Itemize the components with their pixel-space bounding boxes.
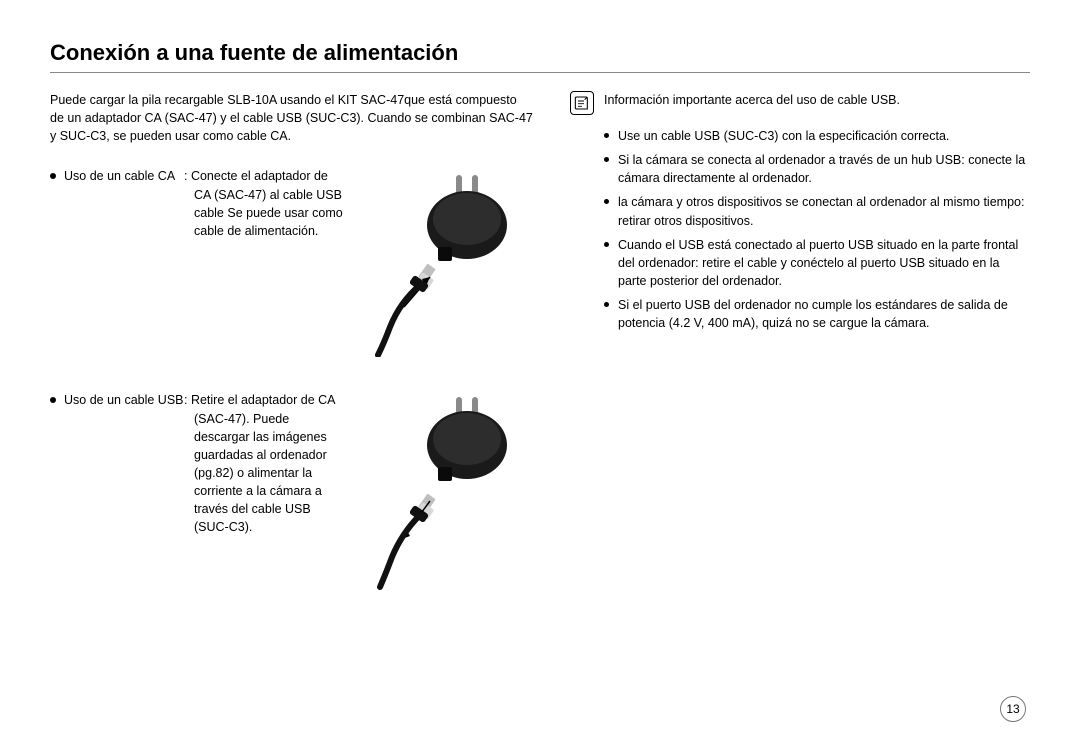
left-column: Puede cargar la pila recargable SLB-10A … bbox=[50, 91, 534, 615]
info-heading-text: Información importante acerca del uso de… bbox=[604, 91, 900, 109]
intro-paragraph: Puede cargar la pila recargable SLB-10A … bbox=[50, 91, 534, 145]
usb-cable-row: Uso de un cable USB Retire el adaptador … bbox=[50, 391, 534, 581]
bullet-icon bbox=[50, 173, 56, 179]
bullet-icon bbox=[50, 397, 56, 403]
adapter-with-cable-illustration bbox=[360, 167, 530, 357]
ca-cable-row: Uso de un cable CA Conecte el adaptador … bbox=[50, 167, 534, 357]
info-bullet-list: Use un cable USB (SUC-C3) con la especif… bbox=[570, 127, 1030, 332]
info-bullet-item: Si la cámara se conecta al ordenador a t… bbox=[604, 151, 1030, 187]
usb-cable-label: Uso de un cable USB bbox=[64, 391, 184, 536]
usb-cable-desc: Retire el adaptador de CA (SAC-47). Pued… bbox=[188, 391, 346, 536]
right-column: Información importante acerca del uso de… bbox=[570, 91, 1030, 615]
info-bullet-item: Si el puerto USB del ordenador no cumple… bbox=[604, 296, 1030, 332]
page-number: 13 bbox=[1000, 696, 1026, 722]
ca-cable-label: Uso de un cable CA bbox=[64, 167, 175, 240]
ca-cable-desc: Conecte el adaptador de CA (SAC-47) al c… bbox=[188, 167, 346, 240]
info-bullet-item: Use un cable USB (SUC-C3) con la especif… bbox=[604, 127, 1030, 145]
info-bullet-item: la cámara y otros dispositivos se conect… bbox=[604, 193, 1030, 229]
info-heading-row: Información importante acerca del uso de… bbox=[570, 91, 1030, 115]
note-icon bbox=[570, 91, 594, 115]
adapter-detached-illustration bbox=[360, 391, 530, 581]
info-bullet-item: Cuando el USB está conectado al puerto U… bbox=[604, 236, 1030, 290]
page-title: Conexión a una fuente de alimentación bbox=[50, 40, 1030, 73]
content-columns: Puede cargar la pila recargable SLB-10A … bbox=[50, 91, 1030, 615]
